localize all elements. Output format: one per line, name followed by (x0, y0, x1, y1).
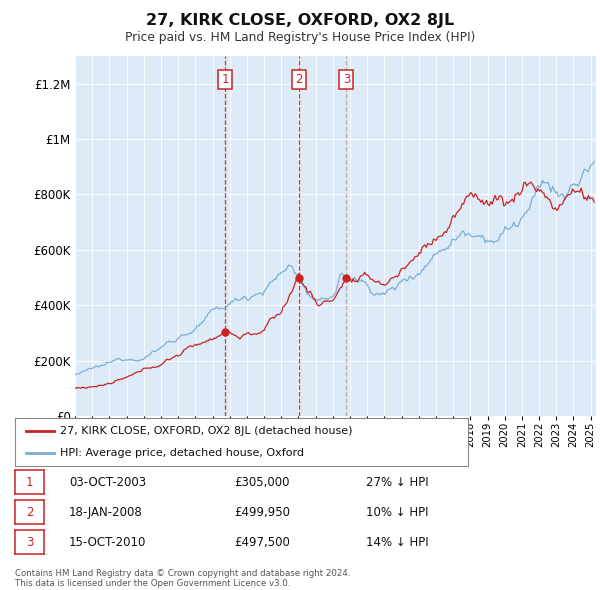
Text: 3: 3 (26, 536, 33, 549)
Text: 27% ↓ HPI: 27% ↓ HPI (366, 476, 428, 489)
Text: 1: 1 (26, 476, 33, 489)
Text: 15-OCT-2010: 15-OCT-2010 (69, 536, 146, 549)
Text: Contains HM Land Registry data © Crown copyright and database right 2024.
This d: Contains HM Land Registry data © Crown c… (15, 569, 350, 588)
Text: 27, KIRK CLOSE, OXFORD, OX2 8JL (detached house): 27, KIRK CLOSE, OXFORD, OX2 8JL (detache… (61, 426, 353, 436)
Text: 03-OCT-2003: 03-OCT-2003 (69, 476, 146, 489)
Text: 14% ↓ HPI: 14% ↓ HPI (366, 536, 428, 549)
Text: 2: 2 (296, 73, 303, 86)
Text: £497,500: £497,500 (234, 536, 290, 549)
Text: 2: 2 (26, 506, 33, 519)
Text: 10% ↓ HPI: 10% ↓ HPI (366, 506, 428, 519)
Text: 3: 3 (343, 73, 350, 86)
Text: 18-JAN-2008: 18-JAN-2008 (69, 506, 143, 519)
Text: Price paid vs. HM Land Registry's House Price Index (HPI): Price paid vs. HM Land Registry's House … (125, 31, 475, 44)
Text: £305,000: £305,000 (234, 476, 290, 489)
Text: HPI: Average price, detached house, Oxford: HPI: Average price, detached house, Oxfo… (61, 448, 304, 458)
Text: 1: 1 (221, 73, 229, 86)
Text: 27, KIRK CLOSE, OXFORD, OX2 8JL: 27, KIRK CLOSE, OXFORD, OX2 8JL (146, 13, 454, 28)
Text: £499,950: £499,950 (234, 506, 290, 519)
